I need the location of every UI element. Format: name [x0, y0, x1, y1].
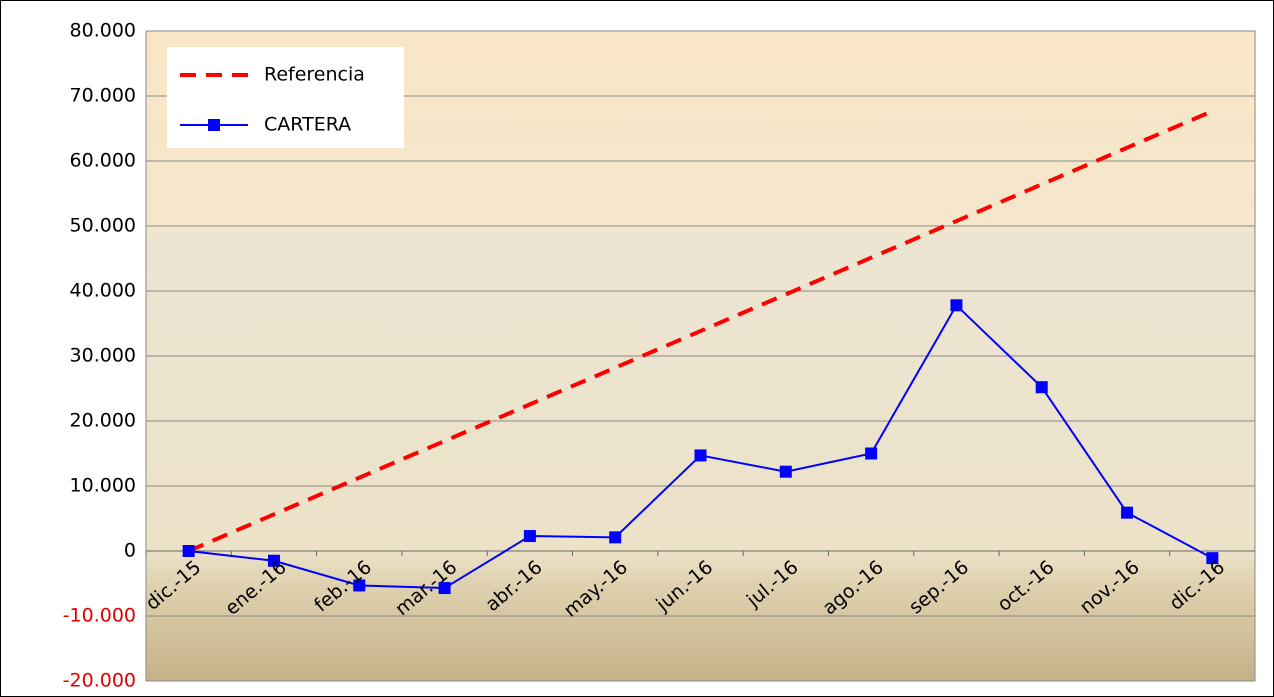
y-tick-label: 30.000 — [70, 345, 136, 367]
series-line — [187, 109, 1214, 553]
marker — [1206, 552, 1219, 565]
y-tick-label: -20.000 — [63, 670, 136, 692]
y-tick-label: 60.000 — [70, 150, 136, 172]
legend — [167, 47, 404, 148]
y-tick-label: 80.000 — [70, 20, 136, 42]
legend-label: Referencia — [264, 64, 365, 86]
y-tick-label: 70.000 — [70, 85, 136, 107]
marker — [523, 530, 536, 543]
y-tick-label: 50.000 — [70, 215, 136, 237]
marker — [182, 545, 195, 557]
marker — [609, 531, 622, 544]
marker — [438, 582, 451, 595]
y-tick-label: -10.000 — [63, 605, 136, 627]
marker — [1035, 381, 1048, 394]
y-tick-label: 40.000 — [70, 280, 136, 302]
y-tick-label: 20.000 — [70, 410, 136, 432]
y-tick-label: 10.000 — [70, 475, 136, 497]
y-tick-label: 0 — [124, 540, 136, 562]
marker — [865, 447, 878, 460]
legend-marker — [208, 119, 220, 131]
marker — [353, 579, 366, 592]
marker — [694, 449, 707, 462]
marker — [1121, 506, 1134, 519]
marker — [779, 465, 792, 478]
legend-label: CARTERA — [264, 114, 351, 136]
marker — [267, 554, 280, 567]
marker — [950, 299, 963, 312]
